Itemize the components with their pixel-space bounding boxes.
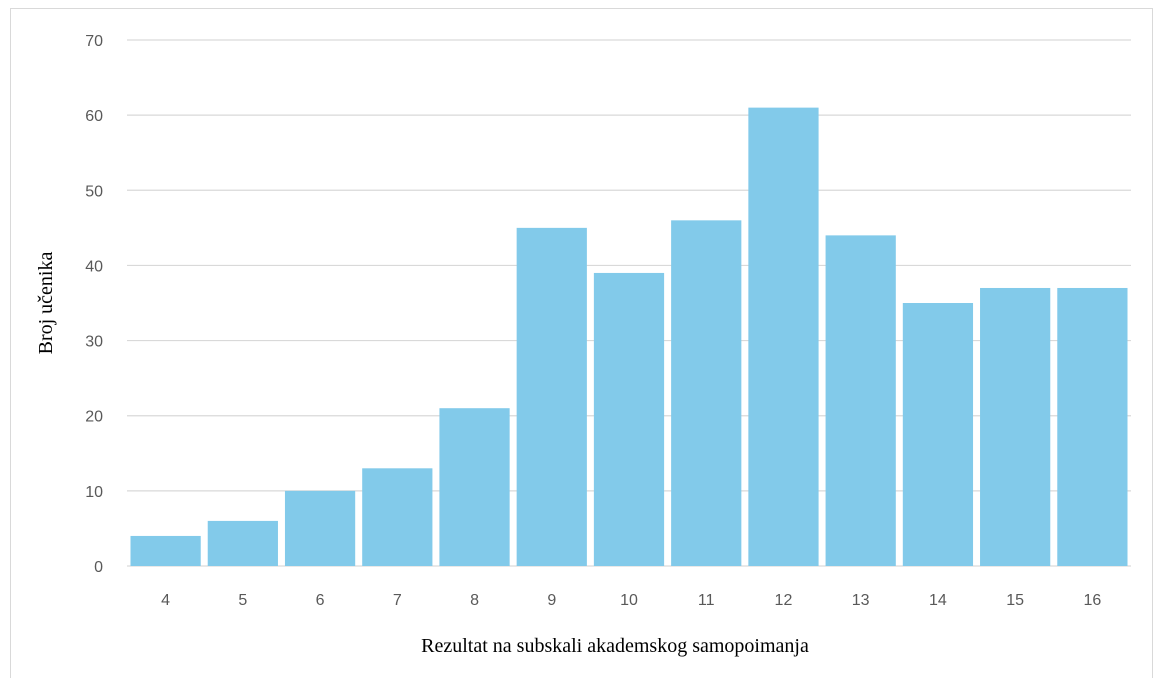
y-axis-label: Broj učenika <box>35 252 57 355</box>
x-tick-label: 7 <box>393 592 402 609</box>
x-tick-label: 15 <box>1006 592 1024 609</box>
bar <box>1057 287 1128 566</box>
bars <box>130 107 1128 567</box>
bar <box>825 235 896 566</box>
y-tick-label: 0 <box>94 559 103 576</box>
bar <box>516 227 587 567</box>
bar <box>284 490 356 566</box>
y-tick-label: 20 <box>85 409 103 426</box>
bar <box>439 408 510 566</box>
y-tick-label: 30 <box>85 334 103 351</box>
bar <box>902 303 974 566</box>
x-tick-label: 5 <box>238 592 247 609</box>
y-tick-label: 50 <box>85 183 103 200</box>
bar <box>593 272 665 566</box>
x-tick-label: 9 <box>547 592 556 609</box>
bar <box>671 220 742 566</box>
y-tick-label: 10 <box>85 484 103 501</box>
y-tick-labels: 0 10 20 30 40 50 60 70 <box>85 33 103 576</box>
y-tick-label: 60 <box>85 108 103 125</box>
y-tick-label: 40 <box>85 258 103 275</box>
x-tick-label: 8 <box>470 592 479 609</box>
x-tick-label: 4 <box>161 592 170 609</box>
x-tick-label: 13 <box>852 592 870 609</box>
bar <box>748 107 819 566</box>
x-axis-label: Rezultat na subskali akademskog samopoim… <box>421 635 809 657</box>
x-tick-label: 6 <box>316 592 325 609</box>
bar <box>362 468 433 566</box>
x-tick-label: 10 <box>620 592 638 609</box>
x-tick-labels: 4 5 6 7 8 9 10 11 12 13 14 15 16 <box>161 592 1101 609</box>
chart-frame <box>10 8 1153 678</box>
x-tick-label: 14 <box>929 592 947 609</box>
bar <box>980 287 1051 566</box>
x-tick-label: 12 <box>775 592 793 609</box>
bar <box>207 520 278 566</box>
y-tick-label: 70 <box>85 33 103 50</box>
x-tick-label: 16 <box>1083 592 1101 609</box>
bar <box>130 535 201 566</box>
x-tick-label: 11 <box>698 592 715 609</box>
